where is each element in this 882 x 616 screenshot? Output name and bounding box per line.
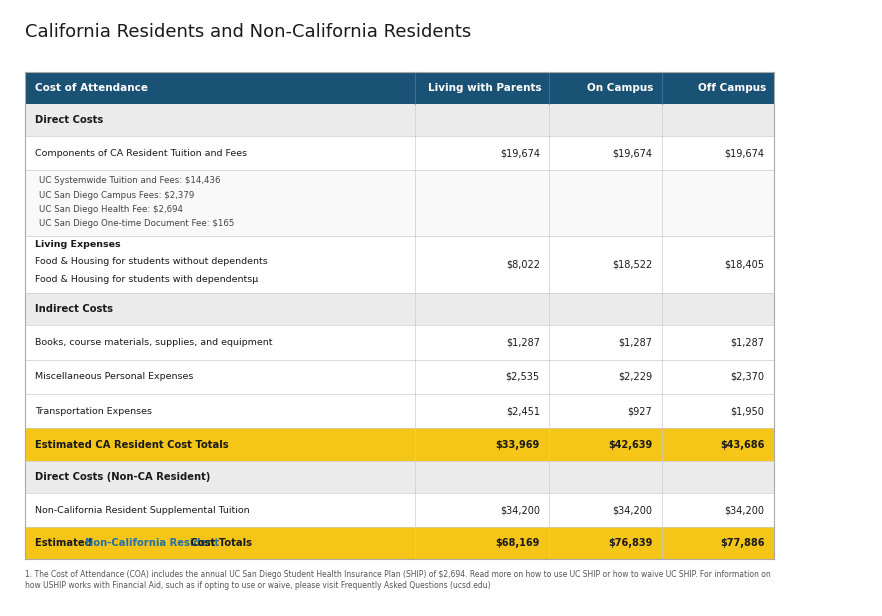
Text: Transportation Expenses: Transportation Expenses <box>35 407 152 416</box>
Text: $33,969: $33,969 <box>496 440 540 450</box>
Text: Living Expenses: Living Expenses <box>35 240 121 249</box>
Text: $18,522: $18,522 <box>612 259 652 269</box>
Bar <box>26 461 774 493</box>
Bar <box>26 527 774 559</box>
Text: Non-California Resident Supplemental Tuition: Non-California Resident Supplemental Tui… <box>35 506 250 514</box>
Text: UC San Diego One-time Document Fee: $165: UC San Diego One-time Document Fee: $165 <box>39 219 235 229</box>
Text: 1. The Cost of Attendance (COA) includes the annual UC San Diego Student Health : 1. The Cost of Attendance (COA) includes… <box>26 570 771 580</box>
Text: Food & Housing for students with dependentsµ: Food & Housing for students with depende… <box>35 275 258 283</box>
Text: California Residents and Non-California Residents: California Residents and Non-California … <box>26 23 472 41</box>
Text: $43,686: $43,686 <box>720 440 765 450</box>
Bar <box>26 235 774 293</box>
Text: $2,370: $2,370 <box>730 372 765 382</box>
Text: Direct Costs (Non-CA Resident): Direct Costs (Non-CA Resident) <box>35 472 210 482</box>
Text: Estimated: Estimated <box>35 538 95 548</box>
Bar <box>26 293 774 325</box>
Bar <box>26 136 774 171</box>
Text: UC Systemwide Tuition and Fees: $14,436: UC Systemwide Tuition and Fees: $14,436 <box>39 176 220 185</box>
Text: UC San Diego Health Fee: $2,694: UC San Diego Health Fee: $2,694 <box>39 205 183 214</box>
Bar <box>26 104 774 136</box>
Text: Books, course materials, supplies, and equipment: Books, course materials, supplies, and e… <box>35 338 273 347</box>
Text: UC San Diego Campus Fees: $2,379: UC San Diego Campus Fees: $2,379 <box>39 190 194 200</box>
Text: $34,200: $34,200 <box>724 505 765 515</box>
Text: Components of CA Resident Tuition and Fees: Components of CA Resident Tuition and Fe… <box>35 148 247 158</box>
Text: Cost of Attendance: Cost of Attendance <box>35 83 148 93</box>
Text: $76,839: $76,839 <box>608 538 652 548</box>
Text: $34,200: $34,200 <box>612 505 652 515</box>
Text: $34,200: $34,200 <box>500 505 540 515</box>
Text: $18,405: $18,405 <box>724 259 765 269</box>
Text: $1,950: $1,950 <box>730 406 765 416</box>
Text: Miscellaneous Personal Expenses: Miscellaneous Personal Expenses <box>35 372 193 381</box>
Text: $42,639: $42,639 <box>608 440 652 450</box>
Text: Cost Totals: Cost Totals <box>187 538 252 548</box>
Text: Off Campus: Off Campus <box>698 83 766 93</box>
Text: $19,674: $19,674 <box>500 148 540 158</box>
Text: $8,022: $8,022 <box>506 259 540 269</box>
Bar <box>26 72 774 104</box>
Text: $1,287: $1,287 <box>506 338 540 347</box>
Text: On Campus: On Campus <box>587 83 654 93</box>
Text: Indirect Costs: Indirect Costs <box>35 304 113 314</box>
Text: Living with Parents: Living with Parents <box>428 83 542 93</box>
Bar <box>26 429 774 461</box>
Bar <box>26 171 774 235</box>
Text: Non-California Resident: Non-California Resident <box>85 538 220 548</box>
Text: $927: $927 <box>627 406 652 416</box>
Text: $68,169: $68,169 <box>496 538 540 548</box>
Text: $2,535: $2,535 <box>505 372 540 382</box>
Text: $1,287: $1,287 <box>618 338 652 347</box>
Bar <box>26 493 774 527</box>
Text: Direct Costs: Direct Costs <box>35 115 103 125</box>
Text: $2,229: $2,229 <box>618 372 652 382</box>
Bar <box>26 325 774 360</box>
Text: $77,886: $77,886 <box>720 538 765 548</box>
Text: Food & Housing for students without dependents: Food & Housing for students without depe… <box>35 257 267 266</box>
Text: how USHIP works with Financial Aid, such as if opting to use or waive, please vi: how USHIP works with Financial Aid, such… <box>26 581 491 590</box>
Bar <box>26 394 774 429</box>
Text: $2,451: $2,451 <box>506 406 540 416</box>
Text: Estimated CA Resident Cost Totals: Estimated CA Resident Cost Totals <box>35 440 228 450</box>
Text: $19,674: $19,674 <box>724 148 765 158</box>
Text: $1,287: $1,287 <box>730 338 765 347</box>
Bar <box>26 360 774 394</box>
Text: $19,674: $19,674 <box>612 148 652 158</box>
